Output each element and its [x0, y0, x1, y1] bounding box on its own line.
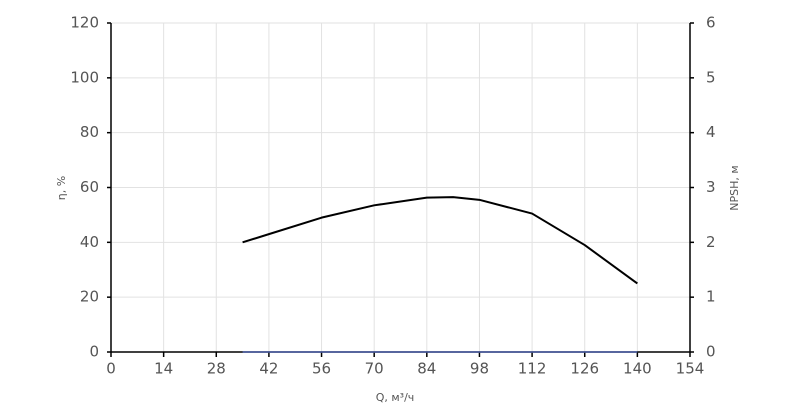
- y-tick-label: 0: [89, 343, 99, 361]
- y2-tick-label: 0: [706, 343, 716, 361]
- y-tick-label: 60: [80, 178, 99, 196]
- y-tick-label: 80: [80, 123, 99, 141]
- y2-tick-label: 3: [706, 178, 716, 196]
- series-line: [242, 196, 638, 285]
- y2-tick-label: 5: [706, 68, 716, 86]
- x-tick-label: 84: [417, 360, 436, 378]
- y-tick-label: 120: [70, 14, 99, 32]
- x-tick-label: 28: [207, 360, 226, 378]
- x-tick-label: 56: [312, 360, 331, 378]
- x-tick-label: 0: [106, 360, 116, 378]
- y-tick-label: 20: [80, 288, 99, 306]
- y2-tick-label: 1: [706, 288, 716, 306]
- x-tick-label: 98: [470, 360, 489, 378]
- x-tick-label: 126: [570, 360, 599, 378]
- x-tick-label: 70: [365, 360, 384, 378]
- y2-tick-label: 2: [706, 233, 716, 251]
- y-axis-label: η, %: [55, 176, 68, 200]
- y2-tick-label: 6: [706, 14, 716, 32]
- x-tick-label: 140: [623, 360, 652, 378]
- x-tick-label: 154: [676, 360, 705, 378]
- x-tick-label: 42: [259, 360, 278, 378]
- y-tick-label: 40: [80, 233, 99, 251]
- y2-tick-label: 4: [706, 123, 716, 141]
- y2-axis-label: NPSH, м: [728, 165, 741, 210]
- x-tick-label: 112: [518, 360, 547, 378]
- x-tick-label: 14: [154, 360, 173, 378]
- y-tick-label: 100: [70, 68, 99, 86]
- x-axis-label: Q, м³/ч: [376, 391, 415, 404]
